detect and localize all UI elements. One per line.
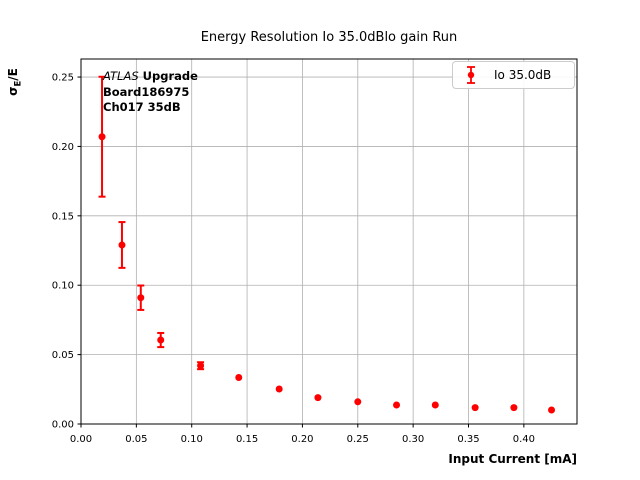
legend-marker-shape xyxy=(467,71,475,79)
data-point xyxy=(118,241,126,249)
legend-label: Io 35.0dB xyxy=(494,68,552,82)
legend-box: Io 35.0dB xyxy=(452,61,575,89)
x-tick-label: 0.25 xyxy=(347,434,369,445)
annotation-atlas: ATLAS xyxy=(103,69,139,83)
x-axis-label: Input Current [mA] xyxy=(448,452,577,466)
data-point xyxy=(431,401,439,409)
data-point xyxy=(354,398,362,406)
y-tick-label: 0.20 xyxy=(52,142,74,153)
legend-errorbar-icon xyxy=(467,66,475,84)
y-tick-label: 0.10 xyxy=(52,281,74,292)
annotation-upgrade: Upgrade xyxy=(142,69,198,83)
data-point xyxy=(314,394,322,402)
x-tick-label: 0.20 xyxy=(291,434,313,445)
data-point xyxy=(393,401,401,409)
annotation-line-2: Board186975 xyxy=(103,84,190,99)
plot-frame xyxy=(80,58,578,425)
y-axis-label-subscript: E xyxy=(13,80,24,87)
y-tick-label: 0.05 xyxy=(52,350,74,361)
y-axis-label: σE/E xyxy=(6,32,24,132)
annotation-line-3: Ch017 35dB xyxy=(103,100,181,114)
x-tick-label: 0.35 xyxy=(457,434,479,445)
x-tick-label: 0.05 xyxy=(125,434,147,445)
y-tick-label: 0.00 xyxy=(52,420,74,431)
data-point xyxy=(137,294,145,302)
x-tick-label: 0.15 xyxy=(236,434,258,445)
data-point xyxy=(157,336,165,344)
x-tick-label: 0.10 xyxy=(181,434,203,445)
data-point xyxy=(471,404,479,412)
y-axis-label-rest: /E xyxy=(6,68,20,81)
x-tick-label: 0.30 xyxy=(402,434,424,445)
data-point xyxy=(235,374,243,382)
data-point xyxy=(510,404,518,412)
data-point xyxy=(98,133,106,141)
data-point xyxy=(197,362,205,370)
y-tick-label: 0.25 xyxy=(52,73,74,84)
x-tick-label: 0.40 xyxy=(513,434,535,445)
plot-annotation: ATLAS Upgrade Board186975 Ch017 35dB xyxy=(103,69,198,116)
data-point xyxy=(275,385,283,393)
y-tick-label: 0.15 xyxy=(52,211,74,222)
data-point xyxy=(548,406,556,414)
chart-title: Energy Resolution Io 35.0dBlo gain Run xyxy=(200,30,458,45)
x-tick-label: 0.00 xyxy=(70,434,92,445)
annotation-line-1: ATLAS Upgrade xyxy=(103,69,198,85)
y-axis-label-sigma: σ xyxy=(6,86,20,96)
